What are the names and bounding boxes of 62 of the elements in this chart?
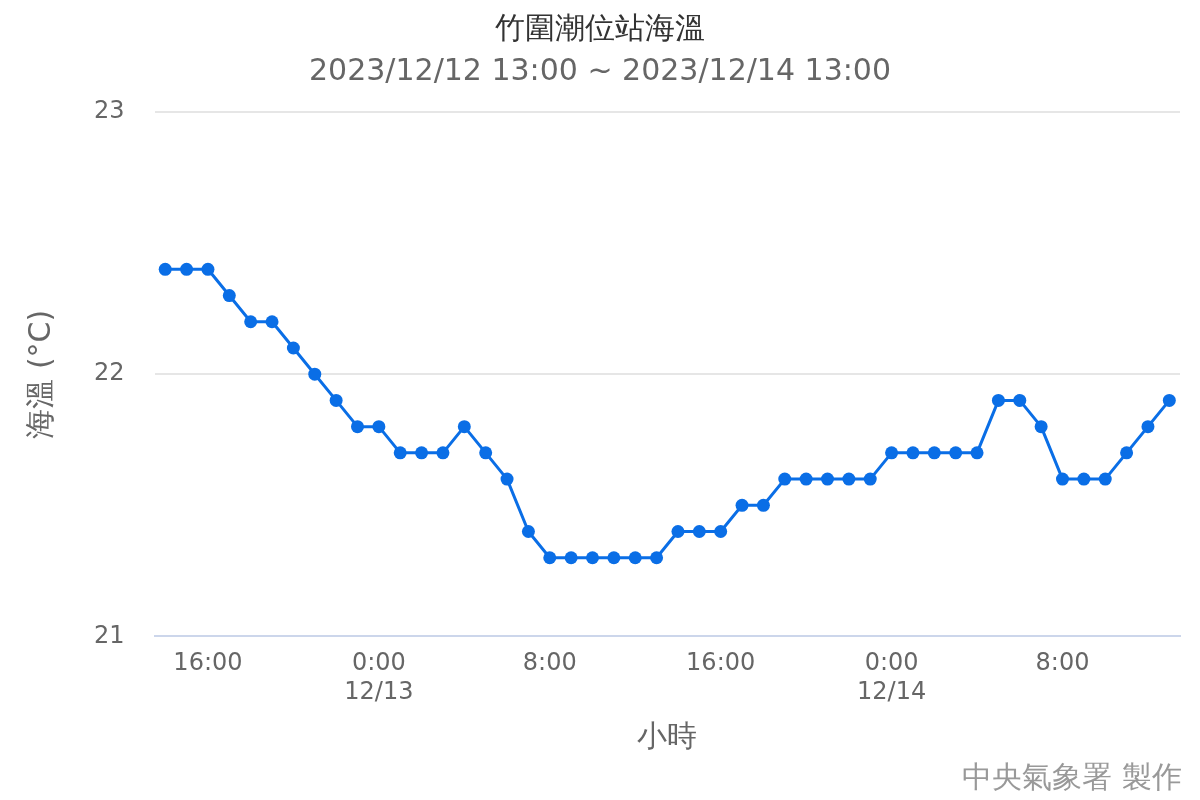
x-tick-label: 8:00 bbox=[1035, 648, 1090, 677]
y-axis-title: 海溫 (°C) bbox=[21, 309, 57, 439]
point bbox=[756, 498, 770, 512]
point bbox=[692, 525, 706, 539]
point bbox=[329, 393, 343, 407]
point bbox=[1056, 472, 1069, 486]
point bbox=[949, 446, 963, 460]
point bbox=[180, 262, 194, 276]
y-tick-label: 23 bbox=[93, 96, 125, 125]
point bbox=[543, 551, 557, 565]
point bbox=[1034, 420, 1048, 434]
point bbox=[244, 315, 258, 329]
x-axis-title: 小時 bbox=[637, 717, 698, 753]
point bbox=[970, 446, 984, 460]
point bbox=[415, 446, 429, 460]
point bbox=[372, 420, 386, 434]
point bbox=[821, 472, 834, 486]
x-tick-label: 8:00 bbox=[522, 648, 577, 677]
point bbox=[222, 289, 236, 303]
point bbox=[158, 262, 172, 276]
point bbox=[521, 525, 535, 539]
y-tick-label: 22 bbox=[93, 358, 125, 387]
point bbox=[607, 551, 621, 565]
point bbox=[457, 420, 471, 434]
point bbox=[265, 315, 279, 329]
point bbox=[564, 551, 578, 565]
point bbox=[308, 367, 322, 381]
point bbox=[799, 472, 813, 486]
chart-title: 竹圍潮位站海溫 bbox=[495, 9, 705, 45]
point bbox=[1162, 393, 1176, 407]
point bbox=[671, 525, 685, 539]
point bbox=[927, 446, 941, 460]
x-tick-label: 0:00 12/14 bbox=[857, 648, 927, 705]
chart-subtitle: 2023/12/12 13:00 ~ 2023/12/14 13:00 bbox=[308, 51, 892, 87]
point bbox=[842, 472, 856, 486]
point bbox=[1120, 446, 1134, 460]
point bbox=[1098, 472, 1112, 486]
point bbox=[885, 446, 899, 460]
point bbox=[714, 525, 728, 539]
point bbox=[479, 446, 493, 460]
x-tick-label: 16:00 bbox=[173, 648, 243, 677]
point bbox=[351, 420, 364, 434]
point bbox=[863, 472, 877, 486]
point bbox=[628, 551, 642, 565]
point bbox=[586, 551, 599, 565]
point bbox=[906, 446, 920, 460]
point bbox=[1013, 393, 1027, 407]
point bbox=[650, 551, 664, 565]
point bbox=[735, 498, 749, 512]
point bbox=[1077, 472, 1091, 486]
point bbox=[393, 446, 407, 460]
point bbox=[500, 472, 514, 486]
point bbox=[436, 446, 450, 460]
point bbox=[1141, 420, 1155, 434]
point bbox=[778, 472, 792, 486]
point bbox=[991, 393, 1005, 407]
y-tick-label: 21 bbox=[93, 620, 125, 649]
text: 中央氣象署 製作 bbox=[962, 758, 1182, 794]
x-tick-label: 0:00 12/13 bbox=[344, 648, 414, 705]
point bbox=[201, 262, 215, 276]
point bbox=[286, 341, 300, 355]
x-tick-label: 16:00 bbox=[686, 648, 756, 677]
